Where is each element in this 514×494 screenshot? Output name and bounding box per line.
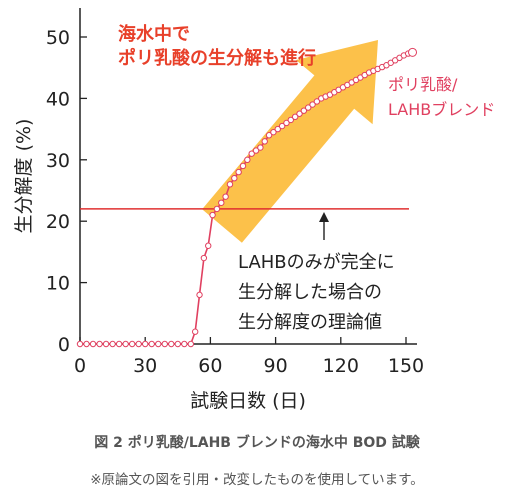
data-point bbox=[187, 340, 195, 348]
x-tick-label: 90 bbox=[264, 355, 288, 377]
data-point bbox=[76, 340, 84, 348]
data-point bbox=[209, 211, 216, 219]
data-point bbox=[408, 47, 418, 57]
data-point bbox=[128, 340, 136, 348]
data-point bbox=[252, 147, 260, 154]
headline-line-2: ポリ乳酸の生分解も進行 bbox=[118, 47, 316, 69]
x-axis-label: 試験日数 (日) bbox=[190, 390, 306, 412]
data-point bbox=[244, 156, 251, 164]
series-label-1: ポリ乳酸/ bbox=[388, 75, 458, 94]
data-point bbox=[235, 168, 242, 176]
trend-arrow bbox=[202, 40, 378, 243]
y-tick-label: 20 bbox=[46, 211, 70, 233]
data-point bbox=[222, 193, 229, 200]
data-point bbox=[191, 328, 199, 335]
x-tick-label: 150 bbox=[388, 355, 424, 377]
data-point bbox=[200, 254, 208, 262]
data-point bbox=[83, 340, 90, 348]
x-tick-label: 60 bbox=[198, 355, 222, 377]
data-point bbox=[135, 340, 142, 348]
data-point bbox=[161, 340, 168, 348]
y-tick-label: 0 bbox=[58, 334, 70, 356]
y-tick-label: 10 bbox=[46, 273, 70, 295]
data-point bbox=[205, 242, 212, 249]
data-point bbox=[218, 199, 225, 206]
data-point bbox=[231, 175, 238, 182]
data-point bbox=[291, 113, 299, 121]
data-point bbox=[96, 340, 103, 348]
figure-caption: 図 2 ポリ乳酸/LAHB ブレンドの海水中 BOD 試験 bbox=[94, 435, 420, 451]
data-point bbox=[270, 128, 277, 136]
data-point bbox=[122, 340, 129, 348]
data-point bbox=[196, 291, 203, 299]
data-point bbox=[278, 122, 286, 130]
bod-chart: 0 10 20 30 40 50 0 30 60 90 120 150 試験日数 (日) 生分解度 … bbox=[13, 8, 495, 412]
data-point bbox=[155, 340, 162, 348]
data-point bbox=[300, 107, 308, 114]
data-point bbox=[248, 150, 255, 157]
data-point bbox=[239, 162, 247, 170]
data-point bbox=[287, 116, 295, 124]
data-point bbox=[142, 340, 149, 348]
data-point bbox=[309, 101, 316, 108]
data-point bbox=[265, 132, 273, 139]
reference-text-3: 生分解度の理論値 bbox=[238, 312, 382, 333]
series-label-2: LAHBブレンド bbox=[388, 100, 495, 119]
reference-text-2: 生分解した場合の bbox=[238, 282, 382, 303]
data-point bbox=[261, 138, 268, 145]
y-axis-label: 生分解度 (%) bbox=[13, 119, 35, 234]
data-point bbox=[283, 119, 290, 127]
data-point bbox=[213, 205, 221, 213]
data-point bbox=[296, 110, 303, 117]
x-tick-label: 30 bbox=[133, 355, 157, 377]
data-point bbox=[89, 340, 97, 348]
data-point bbox=[115, 340, 123, 348]
data-point bbox=[168, 340, 175, 348]
data-point bbox=[274, 125, 281, 133]
data-point bbox=[181, 340, 188, 348]
data-point bbox=[313, 98, 321, 105]
headline-line-1: 海水中で bbox=[118, 23, 190, 45]
x-tick-label: 120 bbox=[323, 355, 359, 377]
y-tick-label: 30 bbox=[46, 150, 70, 172]
data-point bbox=[305, 104, 312, 111]
data-point bbox=[148, 340, 155, 348]
x-tick-label: 0 bbox=[74, 355, 86, 377]
data-point bbox=[174, 340, 182, 348]
reference-text-1: LAHBのみが完全に bbox=[238, 252, 395, 273]
data-point bbox=[102, 340, 110, 348]
y-tick-label: 50 bbox=[46, 27, 70, 49]
data-point bbox=[109, 340, 116, 348]
y-tick-label: 40 bbox=[46, 88, 70, 110]
citation-note: ※原論文の図を引用・改変したものを使用しています。 bbox=[90, 472, 424, 488]
reference-pointer-head bbox=[319, 212, 329, 222]
data-point bbox=[226, 181, 234, 188]
data-point bbox=[257, 144, 264, 151]
